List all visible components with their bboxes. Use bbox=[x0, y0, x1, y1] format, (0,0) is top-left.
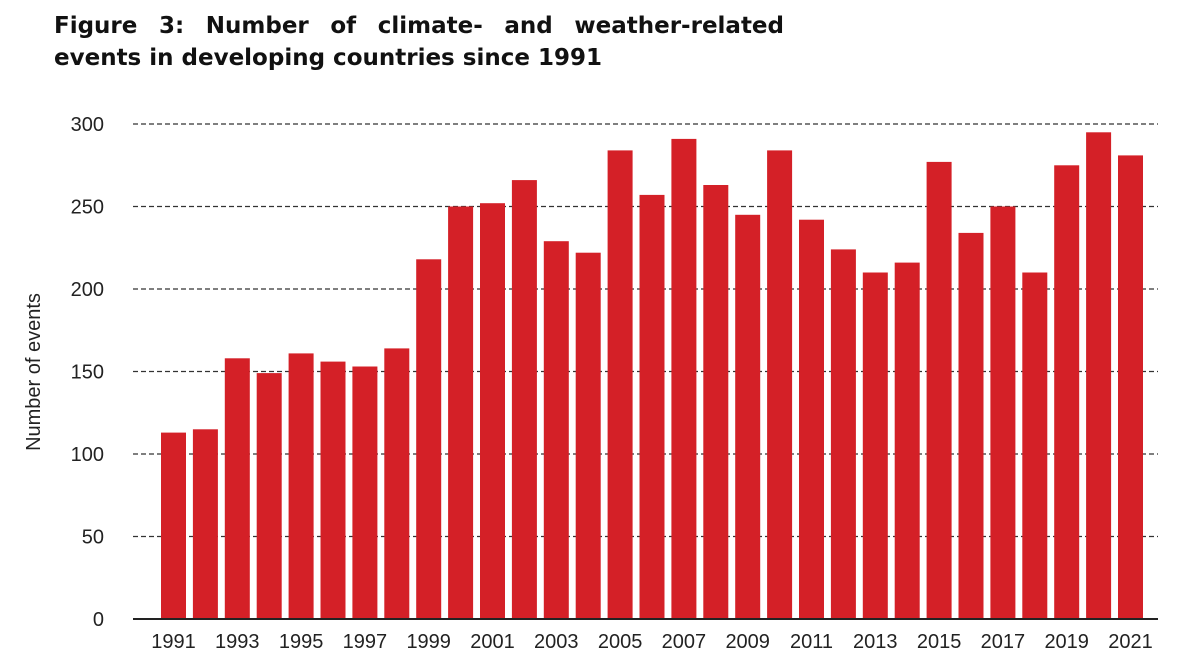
bar-1998 bbox=[384, 348, 410, 619]
x-tick-label: 2017 bbox=[981, 631, 1026, 653]
bar-1992 bbox=[192, 429, 218, 620]
bar-1993 bbox=[224, 358, 250, 619]
bar-1991 bbox=[161, 432, 186, 619]
chart-title: Figure 3: Number of climate- and weather… bbox=[54, 10, 784, 74]
x-tick-label: 2011 bbox=[790, 631, 833, 653]
x-tick-label: 1995 bbox=[279, 631, 324, 653]
bar-2007 bbox=[671, 138, 697, 619]
bar-2021 bbox=[1118, 155, 1143, 619]
bar-2001 bbox=[480, 203, 505, 619]
bar-2000 bbox=[448, 206, 474, 619]
y-axis-label: Number of events bbox=[23, 293, 45, 451]
x-tick-label: 1999 bbox=[406, 631, 451, 653]
x-tick-label: 2001 bbox=[470, 631, 515, 653]
bar-2019 bbox=[1054, 165, 1080, 620]
bar-2005 bbox=[607, 150, 633, 619]
y-tick-label: 250 bbox=[71, 197, 104, 219]
bar-2002 bbox=[511, 180, 537, 619]
x-tick-label: 1991 bbox=[151, 631, 196, 653]
y-tick-label: 200 bbox=[71, 279, 104, 301]
x-tick-label: 2015 bbox=[917, 631, 962, 653]
bar-2011 bbox=[799, 219, 824, 619]
x-tick-label: 2003 bbox=[534, 631, 579, 653]
chart-title-line-2: events in developing countries since 199… bbox=[54, 45, 602, 71]
y-tick-label: 50 bbox=[82, 527, 104, 549]
bar-2020 bbox=[1086, 132, 1112, 620]
bar-2013 bbox=[862, 272, 888, 619]
y-tick-label: 150 bbox=[71, 362, 104, 384]
bar-2008 bbox=[703, 185, 729, 619]
y-tick-label: 100 bbox=[71, 444, 104, 466]
bar-2006 bbox=[639, 194, 665, 619]
bar-2012 bbox=[830, 249, 856, 619]
bar-2016 bbox=[958, 232, 984, 619]
bar-2017 bbox=[990, 206, 1016, 619]
bar-2009 bbox=[735, 214, 761, 620]
x-tick-label: 2021 bbox=[1108, 631, 1153, 653]
bar-1995 bbox=[288, 353, 314, 619]
x-tick-label: 2013 bbox=[853, 631, 898, 653]
chart-title-line-1: Figure 3: Number of climate- and weather… bbox=[54, 13, 784, 39]
bar-2010 bbox=[767, 150, 793, 619]
bar-2015 bbox=[926, 161, 952, 619]
x-tick-label: 2009 bbox=[725, 631, 770, 653]
bar-series bbox=[161, 132, 1143, 620]
y-tick-label: 0 bbox=[93, 609, 104, 631]
bar-1994 bbox=[256, 373, 282, 619]
bar-2018 bbox=[1022, 272, 1048, 619]
x-tick-label: 2007 bbox=[662, 631, 707, 653]
y-axis-tick-labels: 0 50 100 150 200 250 300 bbox=[71, 114, 104, 631]
x-axis-tick-labels: 1991 1993 1995 1997 1999 2001 2003 2005 2007 2009… bbox=[151, 631, 1153, 653]
x-tick-label: 1993 bbox=[215, 631, 260, 653]
bar-1996 bbox=[320, 361, 346, 619]
bar-2003 bbox=[543, 241, 569, 619]
x-tick-label: 2019 bbox=[1044, 631, 1089, 653]
x-tick-label: 2005 bbox=[598, 631, 643, 653]
bar-1999 bbox=[416, 259, 442, 619]
bar-1997 bbox=[352, 366, 378, 619]
bar-2014 bbox=[894, 262, 920, 619]
bar-2004 bbox=[575, 252, 601, 619]
x-tick-label: 1997 bbox=[343, 631, 388, 653]
y-tick-label: 300 bbox=[71, 114, 104, 136]
